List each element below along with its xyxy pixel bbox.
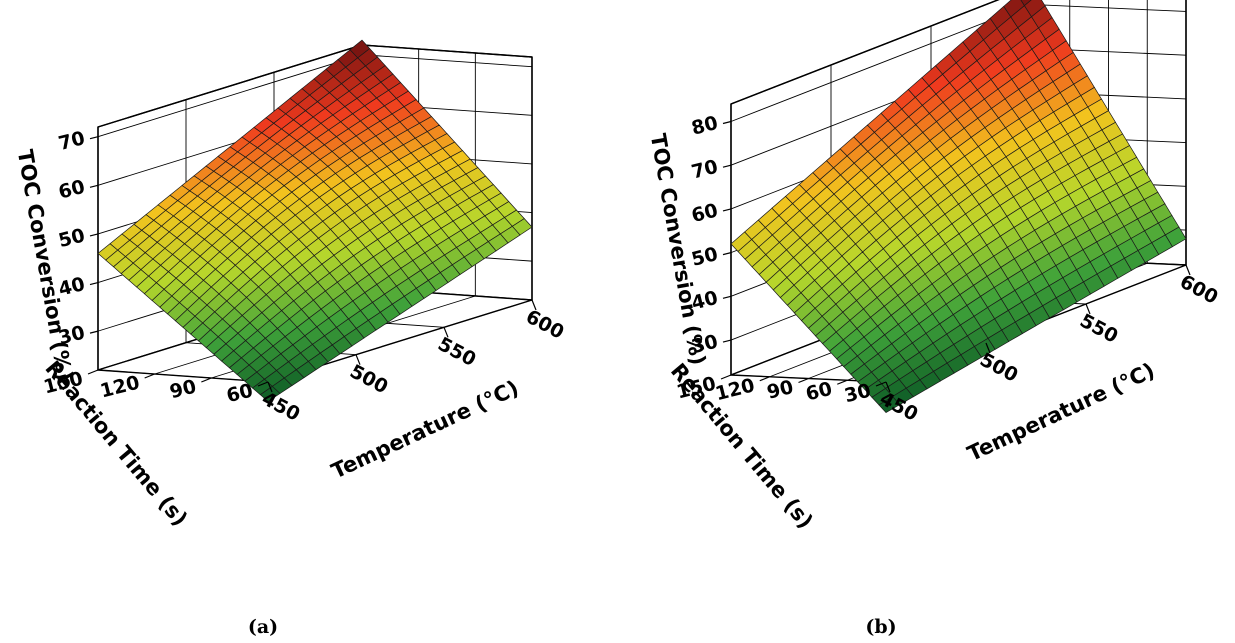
z-tick-mark (89, 184, 99, 188)
z-tick-mark (89, 136, 99, 140)
chart-panel-a: 450 500 550 600 60 90 120 150 30 40 50 60 70 Temperat… (0, 0, 617, 643)
x-axis-title: Temperature (°C) (328, 376, 523, 484)
y-tick-mark (798, 377, 809, 384)
y-tick-mark (144, 373, 155, 379)
chart-panel-b: 450 500 550 600 30 60 90 120 150 30 40 50 60 70 80 Temp… (618, 0, 1235, 643)
z-tick-mark (89, 330, 99, 334)
x-tick-label: 550 (434, 333, 479, 371)
z-tick-label: 50 (56, 224, 87, 252)
z-tick-mark (89, 281, 99, 286)
y-tick-mark (201, 377, 212, 383)
panel-label: (b) (865, 616, 896, 638)
z-tick-label: 70 (689, 156, 720, 184)
z-tick-mark (722, 208, 732, 212)
x-tick-label: 550 (1076, 310, 1121, 348)
y-tick-mark (837, 379, 848, 385)
y-tick-label: 60 (803, 378, 834, 406)
z-tick-mark (722, 120, 732, 125)
y-tick-label: 30 (842, 380, 873, 408)
panel-label: (a) (248, 616, 278, 638)
x-tick-label: 600 (522, 306, 567, 344)
z-tick-mark (722, 252, 732, 256)
surface-cell (878, 396, 901, 414)
z-tick-mark (722, 339, 732, 343)
x-tick-mark (443, 327, 449, 338)
z-tick-mark (89, 233, 99, 237)
z-tick-label: 60 (56, 176, 87, 204)
surface-cell (1020, 0, 1032, 7)
surface-chart-b: 450500550600306090120150304050607080Temp… (646, 0, 1221, 638)
y-tick-mark (720, 374, 732, 380)
y-tick-label: 120 (98, 372, 142, 403)
z-tick-label: 80 (689, 112, 720, 140)
x-tick-label: 500 (346, 360, 391, 398)
z-tick-mark (722, 295, 732, 299)
y-tick-label: 90 (765, 376, 796, 404)
response-surface-1 (730, 0, 1187, 414)
x-tick-mark (985, 342, 991, 354)
x-tick-mark (1085, 303, 1091, 315)
x-tick-mark (885, 381, 891, 393)
y-tick-mark (257, 381, 269, 387)
y-tick-label: 60 (224, 380, 255, 408)
surface-cell (259, 385, 281, 402)
z-tick-label: 70 (56, 127, 87, 155)
response-surface-0 (97, 39, 533, 402)
x-tick-mark (531, 299, 537, 311)
z-tick-mark (722, 164, 732, 168)
x-tick-label: 450 (258, 388, 303, 426)
y-tick-mark (87, 369, 99, 375)
x-tick-label: 600 (1176, 271, 1221, 309)
surface-chart-a: 45050055060060901201503040506070Temperat… (13, 39, 567, 638)
z-tick-label: 60 (689, 199, 720, 227)
y-tick-mark (875, 381, 887, 387)
x-tick-label: 500 (976, 349, 1021, 387)
y-tick-label: 90 (168, 376, 199, 404)
x-tick-mark (355, 354, 361, 365)
y-tick-mark (759, 376, 770, 382)
x-tick-mark (267, 381, 273, 393)
x-tick-mark (1185, 264, 1191, 276)
